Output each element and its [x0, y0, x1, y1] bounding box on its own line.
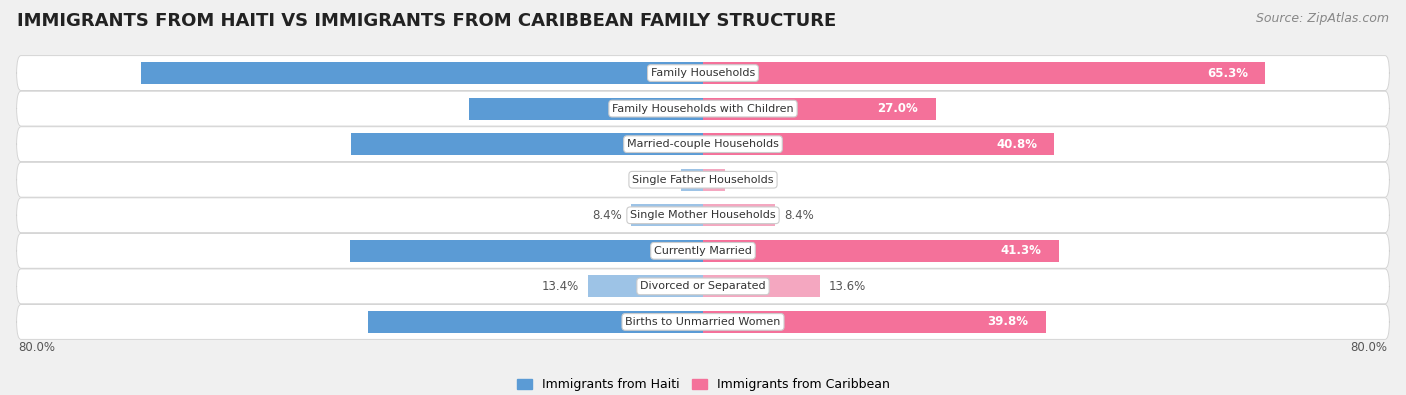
Text: Family Households: Family Households — [651, 68, 755, 78]
FancyBboxPatch shape — [17, 91, 1389, 126]
Bar — [703, 98, 935, 120]
FancyBboxPatch shape — [17, 305, 1389, 339]
FancyBboxPatch shape — [17, 56, 1389, 90]
Text: 38.9%: 38.9% — [686, 316, 727, 328]
Bar — [588, 275, 703, 297]
Bar — [703, 133, 1054, 155]
Text: 80.0%: 80.0% — [18, 341, 55, 354]
Text: Currently Married: Currently Married — [654, 246, 752, 256]
Bar — [350, 133, 703, 155]
Text: 13.4%: 13.4% — [541, 280, 579, 293]
Bar — [703, 169, 724, 191]
FancyBboxPatch shape — [17, 233, 1389, 268]
Bar — [703, 311, 1046, 333]
Text: 13.6%: 13.6% — [828, 280, 866, 293]
Text: Births to Unmarried Women: Births to Unmarried Women — [626, 317, 780, 327]
Legend: Immigrants from Haiti, Immigrants from Caribbean: Immigrants from Haiti, Immigrants from C… — [512, 373, 894, 395]
Bar — [703, 62, 1265, 84]
Bar — [681, 169, 703, 191]
Text: 27.2%: 27.2% — [686, 102, 727, 115]
Text: Single Mother Households: Single Mother Households — [630, 210, 776, 220]
Text: 41.0%: 41.0% — [686, 245, 727, 257]
Text: 27.0%: 27.0% — [877, 102, 918, 115]
Text: 80.0%: 80.0% — [1351, 341, 1388, 354]
Bar — [368, 311, 703, 333]
Text: Source: ZipAtlas.com: Source: ZipAtlas.com — [1256, 12, 1389, 25]
FancyBboxPatch shape — [17, 269, 1389, 304]
Text: 8.4%: 8.4% — [785, 209, 814, 222]
Bar — [631, 204, 703, 226]
FancyBboxPatch shape — [17, 127, 1389, 162]
Text: 2.5%: 2.5% — [733, 173, 763, 186]
Text: 40.8%: 40.8% — [995, 138, 1038, 150]
Bar — [703, 240, 1059, 262]
Bar — [468, 98, 703, 120]
Text: 40.9%: 40.9% — [686, 138, 727, 150]
Bar — [141, 62, 703, 84]
Text: 65.3%: 65.3% — [1208, 67, 1249, 79]
Text: Single Father Households: Single Father Households — [633, 175, 773, 185]
FancyBboxPatch shape — [17, 198, 1389, 233]
Text: 8.4%: 8.4% — [592, 209, 621, 222]
Text: 65.3%: 65.3% — [686, 67, 727, 79]
Bar — [350, 240, 703, 262]
Text: 2.6%: 2.6% — [643, 173, 672, 186]
Text: Married-couple Households: Married-couple Households — [627, 139, 779, 149]
FancyBboxPatch shape — [17, 162, 1389, 197]
Text: 39.8%: 39.8% — [987, 316, 1029, 328]
Text: IMMIGRANTS FROM HAITI VS IMMIGRANTS FROM CARIBBEAN FAMILY STRUCTURE: IMMIGRANTS FROM HAITI VS IMMIGRANTS FROM… — [17, 12, 837, 30]
Text: Divorced or Separated: Divorced or Separated — [640, 281, 766, 292]
Bar — [703, 275, 820, 297]
Bar — [703, 204, 775, 226]
Text: 41.3%: 41.3% — [1001, 245, 1042, 257]
Text: Family Households with Children: Family Households with Children — [612, 103, 794, 114]
